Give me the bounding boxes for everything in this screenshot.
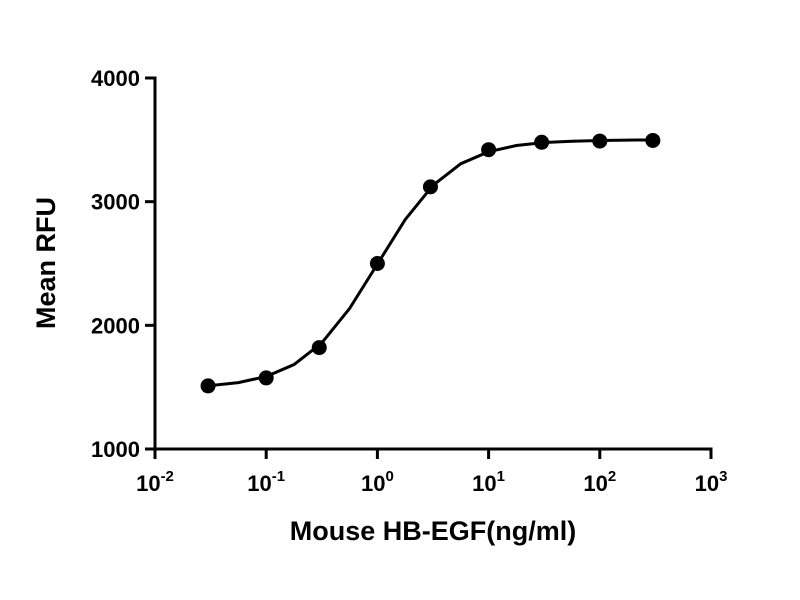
x-tick-label: 103 xyxy=(695,468,728,496)
x-tick-base: 10 xyxy=(247,471,271,496)
y-tick-label: 2000 xyxy=(91,313,140,338)
x-tick-label: 100 xyxy=(361,468,394,496)
x-tick-base: 10 xyxy=(583,471,607,496)
x-tick-label: 102 xyxy=(583,468,616,496)
y-tick-label: 3000 xyxy=(91,190,140,215)
x-tick-exponent: 3 xyxy=(719,468,727,485)
fit-curve xyxy=(207,138,653,388)
x-tick-exponent: -1 xyxy=(272,468,285,485)
y-tick-label: 4000 xyxy=(91,66,140,91)
x-tick-label: 101 xyxy=(472,468,505,496)
x-tick-base: 10 xyxy=(361,471,385,496)
x-tick-exponent: 0 xyxy=(385,468,393,485)
x-tick-base: 10 xyxy=(695,471,719,496)
x-tick-label: 10-2 xyxy=(136,468,174,496)
x-tick-base: 10 xyxy=(472,471,496,496)
x-tick-exponent: 1 xyxy=(497,468,505,485)
x-axis-label: Mouse HB-EGF(ng/ml) xyxy=(290,516,576,546)
y-axis-label: Mean RFU xyxy=(31,197,61,329)
data-point xyxy=(311,340,327,356)
x-tick-exponent: 2 xyxy=(608,468,616,485)
data-point xyxy=(200,378,216,394)
x-tick-exponent: -2 xyxy=(161,468,174,485)
y-tick-label: 1000 xyxy=(91,437,140,462)
x-tick-base: 10 xyxy=(136,471,160,496)
x-tick-label: 10-1 xyxy=(247,468,285,496)
